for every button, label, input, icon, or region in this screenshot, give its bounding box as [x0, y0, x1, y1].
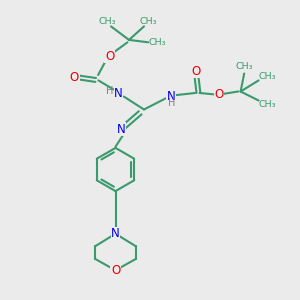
Text: O: O — [105, 50, 114, 63]
Text: CH₃: CH₃ — [140, 17, 157, 26]
Text: CH₃: CH₃ — [148, 38, 166, 47]
Text: O: O — [70, 71, 79, 84]
Text: O: O — [192, 65, 201, 78]
Text: N: N — [167, 89, 176, 103]
Text: H: H — [106, 85, 114, 96]
Text: N: N — [114, 86, 123, 100]
Text: O: O — [111, 264, 120, 277]
Text: H: H — [168, 98, 175, 109]
Text: N: N — [117, 122, 126, 136]
Text: CH₃: CH₃ — [258, 100, 276, 109]
Text: O: O — [214, 88, 224, 101]
Text: CH₃: CH₃ — [258, 72, 276, 81]
Text: CH₃: CH₃ — [236, 62, 253, 71]
Text: N: N — [111, 227, 120, 240]
Text: CH₃: CH₃ — [98, 17, 116, 26]
